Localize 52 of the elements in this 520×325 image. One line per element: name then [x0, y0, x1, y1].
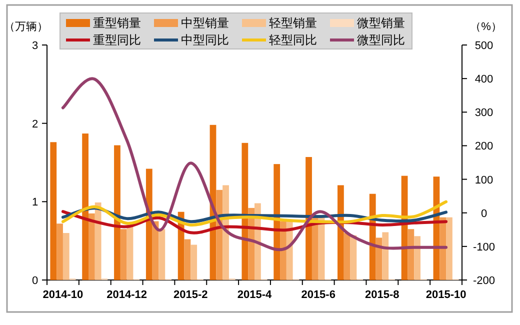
bar: [242, 142, 248, 280]
y2-tick-label: 0: [480, 208, 488, 220]
legend-label: 轻型销量: [269, 16, 317, 30]
legend-label: 重型销量: [93, 16, 141, 30]
legend-label: 重型同比: [93, 33, 141, 47]
bar: [382, 232, 389, 280]
legend-label: 轻型同比: [269, 33, 317, 47]
bar: [312, 217, 318, 280]
bar: [184, 239, 191, 280]
y-tick-label: 2: [32, 118, 38, 130]
x-tick-label: 2015-6: [301, 289, 336, 301]
bar: [408, 229, 414, 280]
y2-tick-label: 300: [474, 107, 494, 120]
bar: [62, 233, 70, 280]
legend-label: 微型销量: [357, 16, 405, 30]
y2-tick-label: -200: [472, 275, 496, 287]
bar: [114, 145, 120, 280]
x-tick-label: 2015-10: [426, 289, 466, 301]
bar: [190, 244, 198, 280]
bar: [126, 225, 134, 280]
bar: [120, 229, 127, 280]
bar: [344, 233, 350, 280]
y2-tick-label: 200: [474, 140, 494, 153]
y-tick-label: 0: [32, 275, 38, 287]
x-tick-label: 2015-2: [174, 289, 208, 301]
bar: [446, 217, 452, 280]
bar: [306, 157, 312, 280]
y2-axis-title: （%）: [470, 21, 502, 33]
x-tick-label: 2014-12: [106, 289, 147, 301]
legend-label: 微型同比: [357, 33, 405, 47]
y-axis-title: （万辆）: [4, 21, 48, 33]
x-tick-label: 2015-4: [237, 289, 272, 301]
y-tick-label: 1: [32, 196, 38, 209]
bar: [56, 224, 63, 280]
bar: [440, 217, 446, 280]
bar: [94, 202, 102, 280]
y-tick-label: 3: [32, 40, 38, 52]
x-tick-label: 2015-8: [365, 289, 400, 301]
bar: [414, 236, 420, 280]
y2-tick-label: 500: [474, 40, 494, 52]
y2-tick-label: -100: [472, 241, 496, 254]
legend-label: 中型销量: [181, 16, 229, 30]
bar: [88, 213, 95, 280]
bar: [158, 229, 166, 280]
line-series: [61, 200, 448, 226]
bar: [338, 185, 344, 280]
legend-label: 中型同比: [181, 33, 229, 47]
bar: [82, 134, 88, 280]
y2-tick-label: 400: [474, 74, 494, 86]
x-tick-label: 2014-10: [42, 289, 84, 301]
y2-tick-label: 100: [474, 174, 494, 186]
bar: [50, 142, 57, 280]
